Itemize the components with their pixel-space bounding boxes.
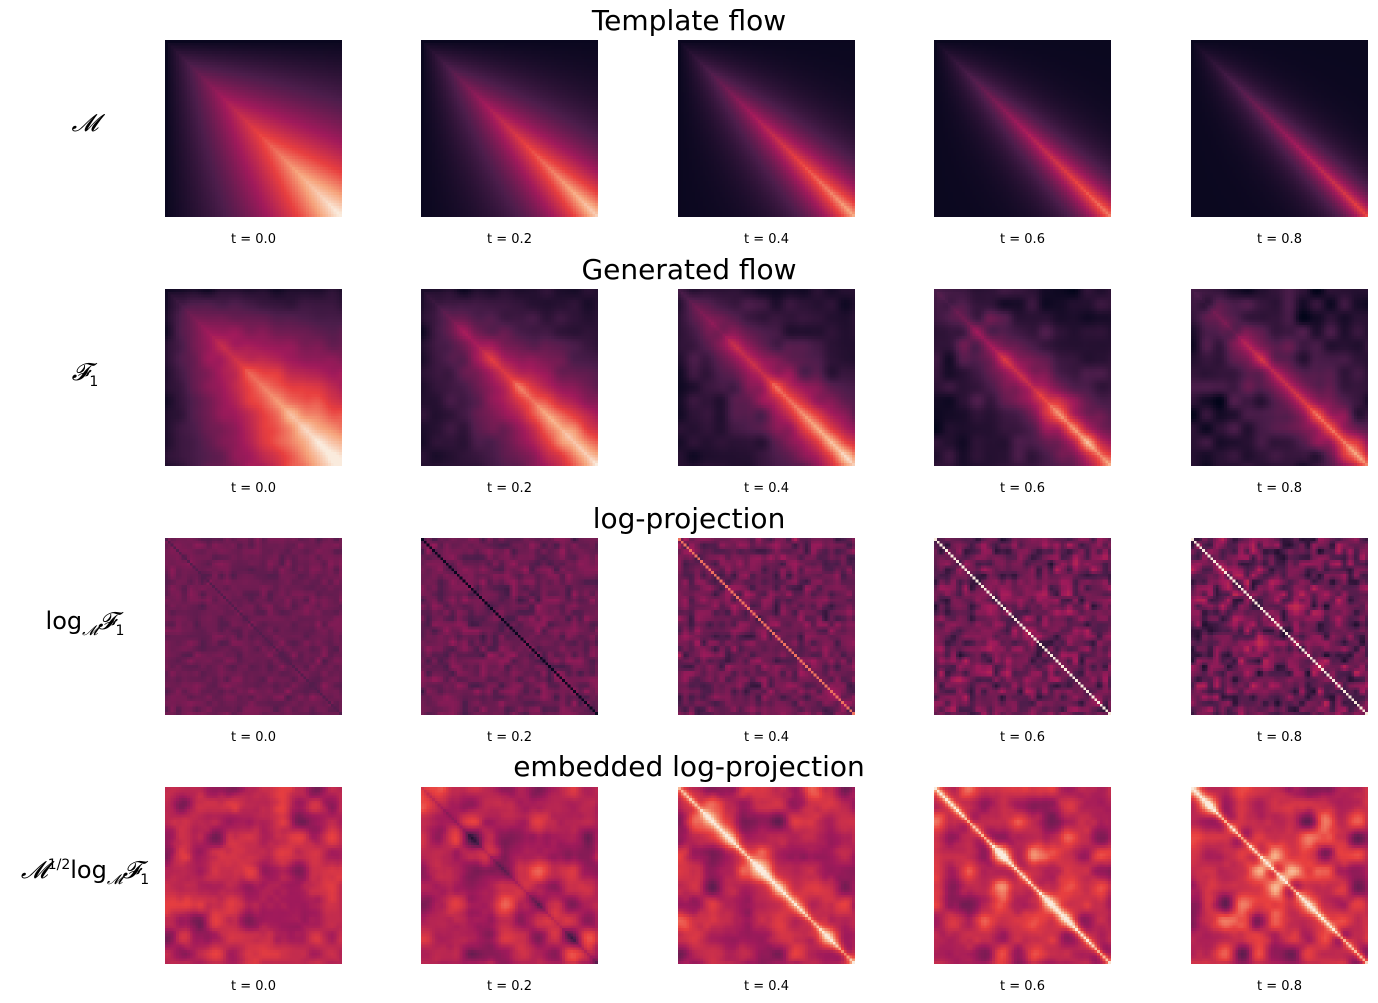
row-label-part: 1 [89,373,99,390]
time-tick-label: t = 0.0 [231,232,276,247]
time-tick-label: t = 0.8 [1257,730,1302,745]
time-tick-label: t = 0.2 [487,979,532,994]
heatmap-panel [1191,538,1368,715]
row-label: 𝓜1/2log𝓜𝓕1 [0,858,170,887]
row-label-part: log [45,607,83,635]
row-label: log𝓜𝓕1 [0,609,170,638]
row-label-part: 𝓜 [82,622,98,639]
row-title: embedded log-projection [513,750,865,783]
heatmap-panel [678,289,855,466]
row-label-part: 1 [140,871,150,888]
heatmap-panel [421,289,598,466]
heatmap-panel [934,289,1111,466]
row-label-part: 𝓜 [106,871,123,888]
time-tick-label: t = 0.6 [1000,481,1045,496]
time-tick-label: t = 0.8 [1257,481,1302,496]
heatmap-panel [678,538,855,715]
time-tick-label: t = 0.2 [487,730,532,745]
row-label-part: 𝓕 [71,358,90,386]
heatmap-panel [165,289,342,466]
row-label-part: 𝓕 [122,856,141,884]
row-label-part: 𝓜 [20,856,48,884]
heatmap-panel [421,787,598,964]
heatmap-panel [421,40,598,217]
row-label-part: 𝓕 [97,607,116,635]
row-title: Generated flow [581,253,797,286]
heatmap-panel [165,40,342,217]
heatmap-panel [678,787,855,964]
time-tick-label: t = 0.4 [744,730,789,745]
time-tick-label: t = 0.0 [231,979,276,994]
heatmap-panel [421,538,598,715]
row-label: 𝓕1 [0,360,170,389]
time-tick-label: t = 0.4 [744,481,789,496]
row-title: log-projection [592,502,786,535]
heatmap-panel [1191,289,1368,466]
row-label-part: log [70,856,107,884]
heatmap-panel [934,538,1111,715]
time-tick-label: t = 0.0 [231,481,276,496]
time-tick-label: t = 0.6 [1000,730,1045,745]
heatmap-panel [934,40,1111,217]
heatmap-panel [1191,40,1368,217]
time-tick-label: t = 0.2 [487,232,532,247]
time-tick-label: t = 0.4 [744,232,789,247]
time-tick-label: t = 0.8 [1257,979,1302,994]
heatmap-panel [165,538,342,715]
time-tick-label: t = 0.2 [487,481,532,496]
time-tick-label: t = 0.6 [1000,232,1045,247]
heatmap-panel [165,787,342,964]
row-title: Template flow [591,4,787,37]
heatmap-panel [934,787,1111,964]
time-tick-label: t = 0.6 [1000,979,1045,994]
row-label-part: 𝓜 [71,109,99,137]
time-tick-label: t = 0.0 [231,730,276,745]
row-label-part: 1/2 [47,857,71,873]
row-label: 𝓜 [0,111,170,135]
heatmap-panel [1191,787,1368,964]
row-label-part: 1 [115,622,125,639]
time-tick-label: t = 0.4 [744,979,789,994]
time-tick-label: t = 0.8 [1257,232,1302,247]
heatmap-panel [678,40,855,217]
